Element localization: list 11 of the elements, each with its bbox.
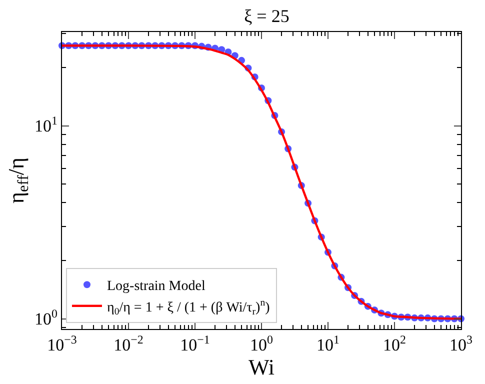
legend-label: η$_{0}$/η = 1 + ξ / (1 + (β Wi/τ$_{r}$)$^{n}$) [106, 297, 270, 318]
chart-title: ξ = 25 [244, 6, 290, 26]
x-tick-label: 10$^{3}$ [450, 332, 473, 354]
x-axis-title: Wi [248, 354, 274, 380]
x-tick-label: 10$^{−1}$ [180, 332, 210, 354]
x-tick-label: 10$^{2}$ [383, 332, 406, 354]
x-tick-label: 10$^{−3}$ [47, 332, 77, 354]
x-tick-label: 10$^{0}$ [250, 332, 274, 354]
x-tick-label: 10$^{−2}$ [114, 332, 144, 354]
x-tick-label: 10$^{1}$ [316, 332, 340, 354]
legend-label: Log-strain Model [106, 279, 206, 294]
